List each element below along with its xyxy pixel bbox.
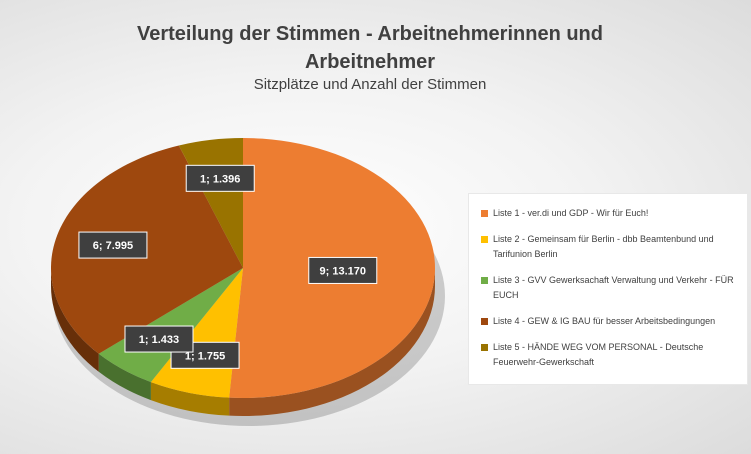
pie-slice-side-1: [229, 268, 435, 416]
chart-subtitle: Sitzplätze und Anzahl der Stimmen: [253, 76, 487, 93]
pie-slice-3: [98, 268, 244, 383]
legend-item-4: Liste 4 - GEW & IG BAU für besser Arbeit…: [481, 314, 741, 329]
data-label-box-1: [308, 256, 378, 284]
legend-label-4: Liste 4 - GEW & IG BAU für besser Arbeit…: [493, 316, 716, 326]
data-label-3: 1; 1.433: [139, 334, 179, 346]
legend-swatch-1: [481, 210, 488, 217]
legend-swatch-4: [481, 318, 488, 325]
legend-label-1: Liste 1 - ver.di und GDP - Wir für Euch!: [493, 208, 649, 218]
data-label-1: 9; 13.170: [320, 265, 366, 277]
data-label-4: 6; 7.995: [93, 240, 133, 252]
data-label-box-2: [170, 341, 240, 369]
legend-item-2: Liste 2 - Gemeinsam für Berlin - dbb Bea…: [481, 232, 741, 262]
data-label-box-3: [124, 325, 194, 353]
pie-slice-side-3: [98, 353, 151, 401]
data-label-5: 1; 1.396: [200, 173, 240, 185]
legend-item-3: Liste 3 - GVV Gewerksachaft Verwaltung u…: [481, 273, 741, 303]
legend-label-5: Liste 5 - HÄNDE WEG VOM PERSONAL - Deuts…: [493, 342, 704, 367]
legend-label-3: Liste 3 - GVV Gewerksachaft Verwaltung u…: [493, 275, 734, 300]
data-label-box-4: [78, 231, 148, 259]
data-label-box-5: [185, 164, 255, 192]
legend-swatch-5: [481, 344, 488, 351]
legend-item-5: Liste 5 - HÄNDE WEG VOM PERSONAL - Deuts…: [481, 340, 741, 370]
legend-swatch-3: [481, 277, 488, 284]
chart-title: Verteilung der Stimmen - Arbeitnehmerinn…: [137, 23, 603, 73]
legend-label-2: Liste 2 - Gemeinsam für Berlin - dbb Bea…: [493, 234, 714, 259]
legend-item-1: Liste 1 - ver.di und GDP - Wir für Euch!: [481, 206, 741, 221]
data-label-2: 1; 1.755: [185, 350, 225, 362]
pie-slice-side-2: [150, 382, 230, 416]
legend: Liste 1 - ver.di und GDP - Wir für Euch!…: [468, 193, 748, 385]
pie-slice-side-4: [51, 268, 99, 372]
legend-swatch-2: [481, 236, 488, 243]
